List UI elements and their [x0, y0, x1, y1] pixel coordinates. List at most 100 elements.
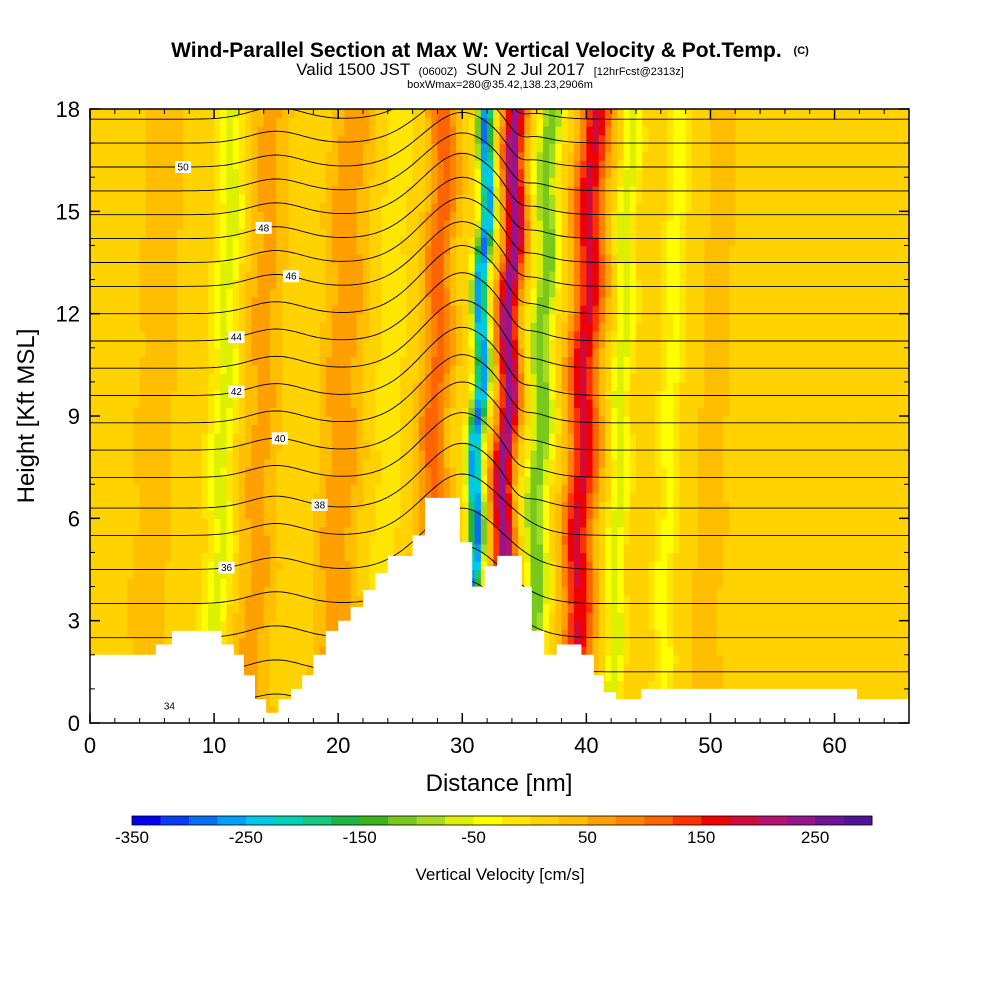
heat-cell [344, 603, 352, 613]
heat-cell [704, 603, 712, 613]
heat-cell [139, 586, 147, 596]
heat-cell [729, 543, 736, 554]
heat-cell [189, 416, 197, 426]
heat-cell [108, 552, 116, 562]
heat-cell [412, 416, 420, 426]
heat-cell [797, 603, 805, 613]
heat-cell [356, 509, 364, 519]
heat-cell [704, 398, 712, 409]
heat-cell [207, 475, 215, 485]
heat-cell [822, 552, 829, 562]
heat-cell [363, 398, 370, 409]
heat-cell [654, 535, 662, 545]
heat-cell [586, 603, 594, 613]
heat-cell [617, 552, 625, 562]
heat-cell [226, 450, 234, 460]
heat-cell [487, 535, 494, 545]
heat-cell [344, 475, 352, 485]
heat-cell [121, 424, 128, 434]
heat-cell [530, 535, 538, 545]
heat-cell [859, 552, 867, 562]
heat-cell [214, 560, 221, 571]
heat-cell [617, 398, 625, 409]
heat-cell [617, 671, 625, 681]
heat-cell [276, 424, 283, 434]
heat-cell [394, 458, 401, 468]
heat-cell [815, 484, 823, 494]
heat-cell [828, 518, 836, 528]
heat-cell [766, 663, 774, 673]
heat-cell [276, 509, 283, 519]
heat-cell [722, 492, 730, 502]
heat-cell [207, 612, 215, 622]
heat-cell [412, 518, 420, 528]
heat-cell [462, 424, 470, 434]
heat-cell [729, 595, 736, 605]
heat-cell [865, 475, 873, 485]
heat-cell [325, 543, 333, 554]
heat-cell [803, 578, 811, 588]
heat-cell [456, 467, 463, 477]
heat-cell [90, 509, 97, 519]
heat-cell [133, 398, 141, 409]
heat-cell [598, 484, 606, 494]
heat-cell [760, 492, 767, 502]
heat-cell [207, 509, 215, 519]
heat-cell [189, 484, 197, 494]
heat-cell [716, 484, 724, 494]
heat-cell [629, 501, 637, 511]
heat-cell [127, 518, 135, 528]
heat-cell [282, 560, 290, 571]
heat-cell [729, 518, 736, 528]
heat-cell [251, 492, 259, 502]
heat-cell [877, 663, 885, 673]
heat-cell [387, 398, 395, 409]
heat-cell [381, 492, 389, 502]
heat-cell [145, 543, 153, 554]
heat-cell [698, 586, 705, 596]
heat-cell [263, 424, 271, 434]
heat-cell [729, 492, 736, 502]
heat-cell [524, 578, 532, 588]
heat-cell [536, 586, 544, 596]
heat-cell [524, 492, 532, 502]
heat-cell [791, 663, 798, 673]
heat-cell [667, 637, 674, 647]
heat-cell [145, 433, 153, 443]
heat-cell [617, 612, 625, 622]
heat-cell [623, 467, 631, 477]
heat-cell [884, 407, 891, 417]
heat-cell [121, 467, 128, 477]
heat-cell [871, 518, 879, 528]
heat-cell [865, 467, 873, 477]
heat-cell [791, 492, 798, 502]
heat-cell [834, 526, 842, 536]
heat-cell [642, 646, 649, 656]
heat-cell [716, 680, 724, 690]
heat-cell [853, 484, 860, 494]
heat-cell [114, 629, 122, 639]
heat-cell [685, 543, 693, 554]
heat-cell [803, 484, 811, 494]
heat-cell [549, 484, 556, 494]
heat-cell [654, 620, 662, 630]
heat-cell [896, 620, 904, 630]
heat-cell [747, 492, 755, 502]
heat-cell [338, 441, 345, 451]
heat-cell [722, 458, 730, 468]
heat-cell [121, 458, 128, 468]
heat-cell [586, 526, 594, 536]
heat-cell [164, 543, 172, 554]
heat-cell [549, 586, 556, 596]
heat-cell [741, 654, 749, 664]
heat-cell [276, 646, 283, 656]
heat-cell [871, 441, 879, 451]
heat-cell [760, 407, 767, 417]
heat-cell [164, 518, 172, 528]
heat-cell [269, 595, 277, 605]
heat-cell [586, 416, 594, 426]
heat-cell [238, 398, 246, 409]
heat-cell [207, 441, 215, 451]
heat-cell [344, 552, 352, 562]
heat-cell [350, 518, 358, 528]
